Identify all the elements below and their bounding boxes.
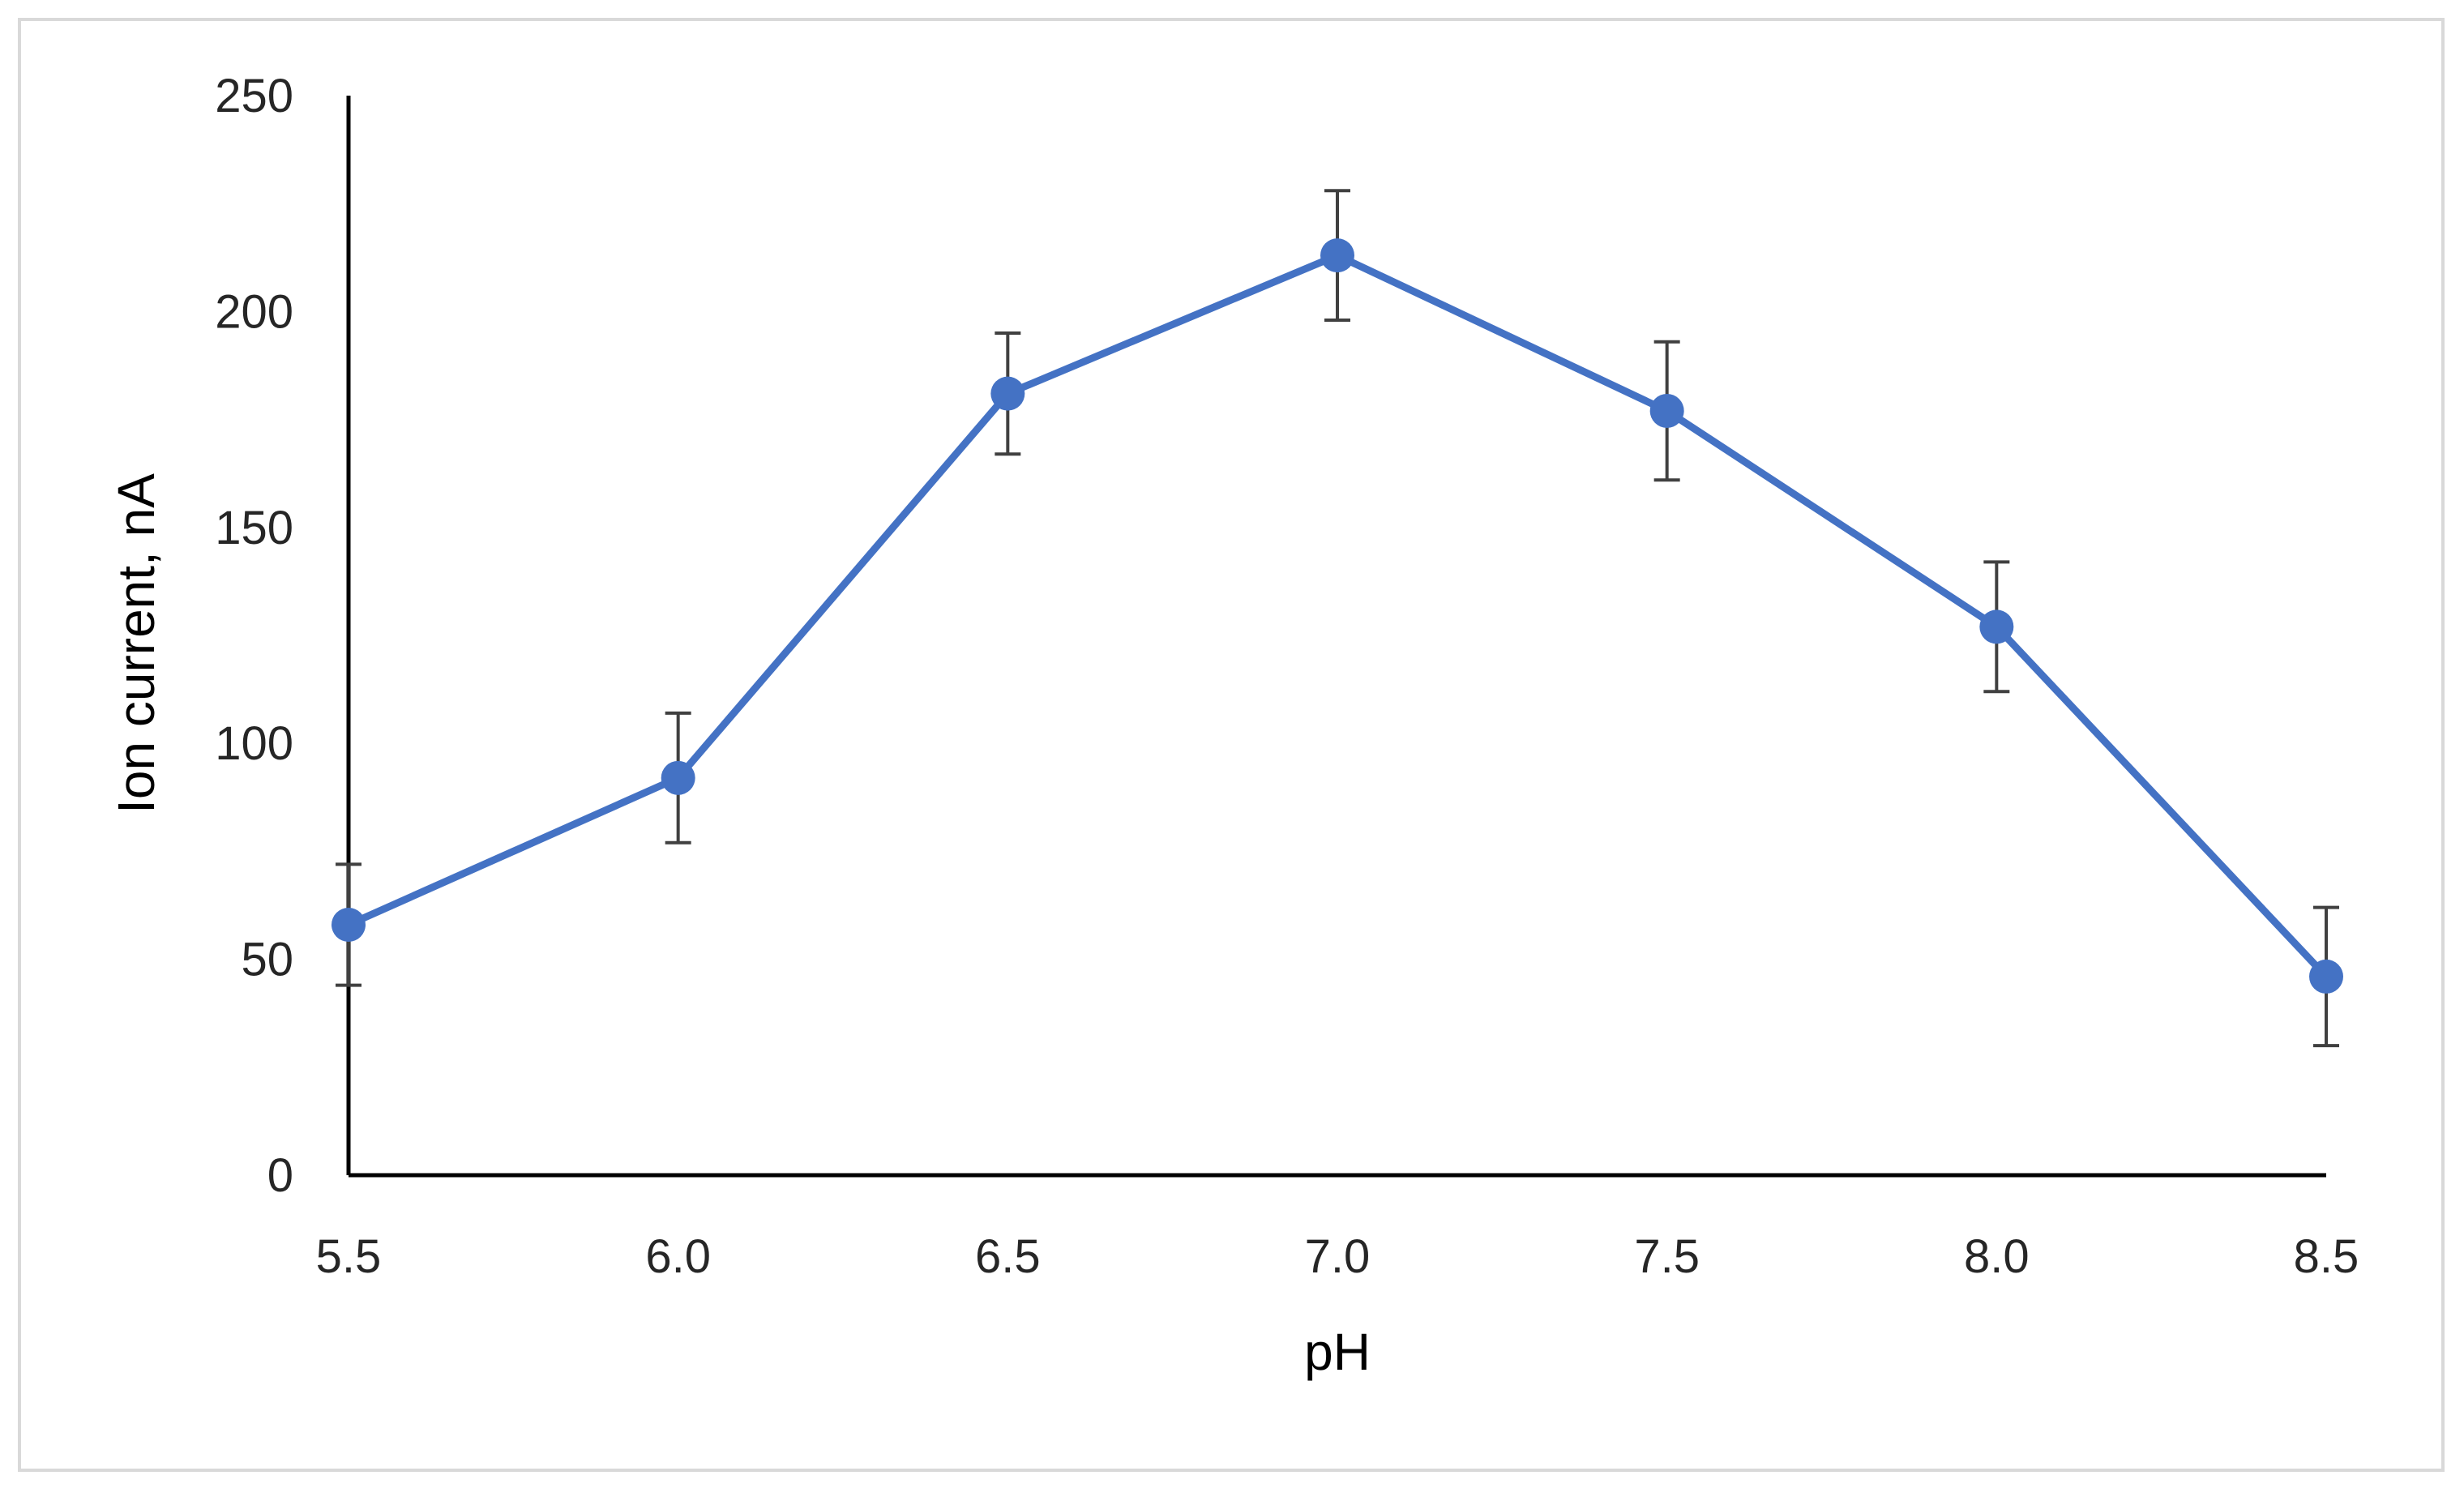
chart-frame [18, 18, 2445, 1472]
data-point [661, 760, 695, 795]
data-point [2309, 959, 2343, 994]
axes [346, 96, 2326, 1178]
y-tick-label: 200 [215, 285, 293, 338]
x-tick-label: 7.0 [1305, 1230, 1371, 1283]
error-bars [336, 189, 2339, 1048]
x-tick-label: 5.5 [316, 1230, 382, 1283]
x-tick-label: 8.5 [2294, 1230, 2359, 1283]
y-tick-label: 250 [215, 70, 293, 122]
x-tick-label: 8.0 [1964, 1230, 2030, 1283]
y-tick-label: 150 [215, 502, 293, 554]
series-line [344, 251, 2330, 981]
data-point [1649, 393, 1684, 428]
x-tick-label: 6.5 [975, 1230, 1041, 1283]
x-tick-label: 6.0 [645, 1230, 711, 1283]
data-point [1320, 238, 1354, 273]
x-tick-labels: 5.5 6.0 6.5 7.0 7.5 8.0 8.5 [316, 1230, 2359, 1283]
data-point [990, 376, 1025, 411]
x-axis-title: pH [1304, 1323, 1371, 1381]
data-point [1979, 609, 2014, 644]
y-axis-title: Ion current, nA [107, 473, 165, 814]
y-tick-label: 50 [241, 934, 293, 986]
y-tick-labels: 0 50 100 150 200 250 [215, 70, 293, 1202]
y-tick-label: 100 [215, 717, 293, 770]
series [332, 238, 2343, 994]
data-point [332, 907, 366, 942]
y-tick-label: 0 [267, 1149, 293, 1202]
x-tick-label: 7.5 [1634, 1230, 1700, 1283]
